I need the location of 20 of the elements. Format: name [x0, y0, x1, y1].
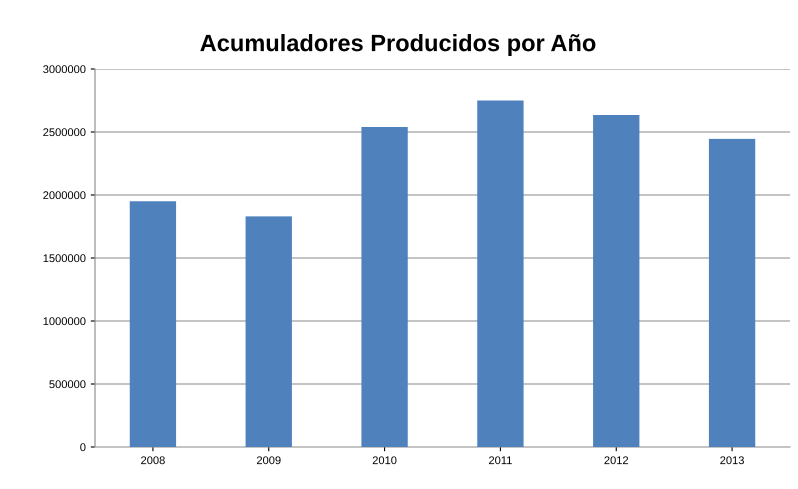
chart-title: Acumuladores Producidos por Año [200, 34, 596, 56]
y-tick-label: 2500000 [43, 128, 86, 136]
x-tick-label: 2011 [489, 456, 512, 464]
bar [593, 114, 640, 447]
bar [477, 100, 524, 447]
x-tick-label: 2008 [141, 456, 165, 464]
x-tick-label: 2009 [256, 456, 281, 464]
bar [130, 201, 176, 447]
x-tick-label: 2010 [372, 456, 397, 464]
y-tick-label: 1000000 [44, 317, 86, 326]
y-tick-label: 2000000 [43, 191, 86, 200]
y-tick-label: 3000000 [43, 65, 86, 74]
bar [246, 216, 292, 447]
x-tick-label: 2013 [720, 456, 744, 464]
y-tick-label: 0 [80, 443, 86, 452]
x-tick-label: 2012 [604, 456, 628, 464]
y-tick-label: 500000 [49, 380, 86, 388]
y-tick-label: 1500000 [44, 254, 86, 262]
bar [708, 138, 756, 447]
bar [361, 126, 408, 447]
